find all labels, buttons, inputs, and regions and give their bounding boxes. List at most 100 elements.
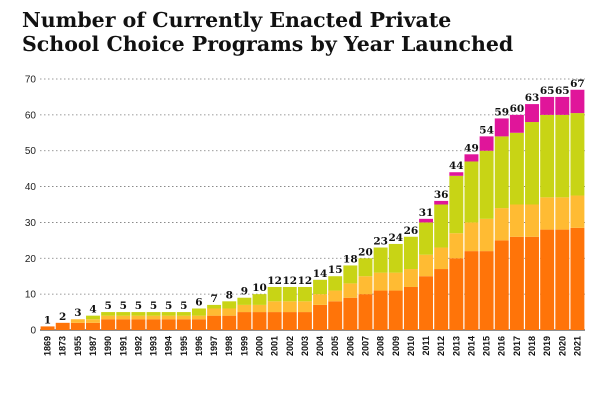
x-tick-label-1873: 1873 <box>58 336 68 356</box>
total-label-2002: 12 <box>282 275 297 287</box>
total-label-2000: 10 <box>252 282 267 294</box>
bar-segment-4-2016 <box>494 118 509 137</box>
bar-segment-2-1997 <box>207 308 222 316</box>
bar-segment-2-2021 <box>570 195 585 228</box>
x-tick-label-1955: 1955 <box>73 336 83 356</box>
x-tick-label-2003: 2003 <box>300 336 310 356</box>
total-label-1997: 7 <box>210 293 217 305</box>
bar-segment-2-2003 <box>297 301 312 313</box>
bar-segment-2-2009 <box>388 272 403 291</box>
bar-segment-3-2016 <box>494 136 509 209</box>
x-tick-label-2011: 2011 <box>421 336 431 356</box>
bar-segment-1-2016 <box>494 240 509 330</box>
chart-title: Number of Currently Enacted Private Scho… <box>22 8 602 56</box>
x-tick-label-1992: 1992 <box>133 336 143 356</box>
bar-segment-4-2012 <box>434 200 449 205</box>
x-tick-label-2019: 2019 <box>542 336 552 356</box>
x-tick-label-1994: 1994 <box>164 336 174 356</box>
total-label-2001: 12 <box>267 275 282 287</box>
y-tick-label: 10 <box>25 290 37 301</box>
bar-segment-1-2009 <box>388 290 403 330</box>
total-label-2005: 15 <box>328 264 343 276</box>
bar-segment-3-2010 <box>403 236 418 270</box>
x-tick-label-2012: 2012 <box>436 336 446 356</box>
bar-segment-2-2013 <box>449 233 464 259</box>
bar-segment-2-2014 <box>464 222 479 252</box>
bar-segment-2-2001 <box>267 301 282 313</box>
total-label-2004: 14 <box>313 268 328 280</box>
total-label-1995: 5 <box>180 300 187 312</box>
bar-segment-1-2019 <box>540 229 555 330</box>
bar-segment-2-2017 <box>509 204 524 237</box>
bar-segment-3-2009 <box>388 243 403 273</box>
x-tick-label-2008: 2008 <box>376 336 386 356</box>
chart-title-line-1: Number of Currently Enacted Private <box>22 8 452 32</box>
y-tick-label: 60 <box>25 110 37 121</box>
bar-segment-4-2021 <box>570 89 585 114</box>
bar-segment-1-2020 <box>555 229 570 330</box>
bar-segment-1-1873 <box>55 322 70 330</box>
x-tick-label-2020: 2020 <box>557 336 567 356</box>
bar-segment-3-2017 <box>509 132 524 205</box>
total-label-2006: 18 <box>343 253 358 265</box>
total-label-1996: 6 <box>195 296 202 308</box>
bar-segment-1-2021 <box>570 227 585 330</box>
bar-segment-1-2002 <box>282 312 297 330</box>
bar-segment-2-2019 <box>540 197 555 230</box>
bar-segment-2-1996 <box>191 315 206 320</box>
bar-segment-3-1998 <box>222 301 237 309</box>
total-label-1869: 1 <box>44 314 51 326</box>
bar-segment-1-1987 <box>86 322 100 330</box>
bar-segment-3-2004 <box>313 279 328 295</box>
bar-segment-2-1992 <box>131 315 146 320</box>
bar-segment-1-2011 <box>419 276 434 330</box>
bar-segment-1-1955 <box>70 322 85 330</box>
bars-layer <box>40 89 585 330</box>
y-tick-label: 50 <box>25 146 37 157</box>
bar-segment-3-2015 <box>479 150 494 219</box>
x-tick-label-1990: 1990 <box>103 336 113 356</box>
x-tick-label-2009: 2009 <box>391 336 401 356</box>
total-label-2018: 63 <box>525 92 540 104</box>
total-label-1955: 3 <box>74 307 81 319</box>
bar-segment-4-2020 <box>555 96 570 115</box>
bar-segment-3-2021 <box>570 113 585 196</box>
x-tick-label-1987: 1987 <box>88 336 98 356</box>
bar-segment-3-1995 <box>176 312 191 316</box>
bar-segment-3-1999 <box>237 297 252 305</box>
grid-layer: 0 10 20 30 40 50 60 70 <box>25 75 585 337</box>
y-tick-label: 70 <box>25 75 37 86</box>
x-tick-label-1999: 1999 <box>239 336 249 356</box>
bar-segment-1-2017 <box>509 236 524 330</box>
x-tick-label-2018: 2018 <box>527 336 537 356</box>
total-label-2008: 23 <box>373 236 388 248</box>
bar-segment-3-2002 <box>282 286 297 302</box>
bar-segment-1-2000 <box>252 312 267 330</box>
bar-segment-3-2012 <box>434 204 449 248</box>
bar-segment-1-2012 <box>434 269 449 330</box>
x-tick-label-2001: 2001 <box>270 336 280 356</box>
bar-segment-2-1987 <box>86 319 100 323</box>
bar-segment-3-1987 <box>86 315 100 320</box>
x-tick-label-1991: 1991 <box>118 336 128 356</box>
bar-segment-2-1994 <box>161 315 176 320</box>
x-tick-label-2005: 2005 <box>330 336 340 356</box>
bar-segment-2-2004 <box>313 294 328 305</box>
bar-segment-1-2006 <box>343 297 358 330</box>
bar-segment-1-2010 <box>403 286 418 330</box>
bar-segment-2-1999 <box>237 304 252 313</box>
y-tick-label: 40 <box>25 182 37 193</box>
bar-segment-4-2018 <box>525 104 539 123</box>
bar-segment-3-2007 <box>358 258 373 277</box>
bar-segment-1-1997 <box>207 315 222 330</box>
bar-segment-4-2019 <box>540 96 555 115</box>
bar-segment-4-2011 <box>419 218 434 223</box>
bar-segment-1-1993 <box>146 319 161 330</box>
total-label-2016: 59 <box>494 106 509 118</box>
bar-segment-3-2018 <box>525 122 539 205</box>
x-tick-label-1995: 1995 <box>179 336 189 356</box>
bar-segment-4-2014 <box>464 154 479 162</box>
x-tick-label-2013: 2013 <box>451 336 461 356</box>
bar-segment-3-2014 <box>464 161 479 223</box>
